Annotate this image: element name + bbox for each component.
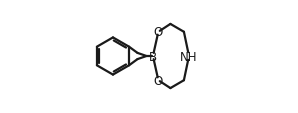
Text: O: O — [154, 26, 163, 39]
Text: O: O — [154, 74, 163, 87]
Text: B: B — [149, 50, 157, 63]
Text: NH: NH — [180, 50, 198, 63]
